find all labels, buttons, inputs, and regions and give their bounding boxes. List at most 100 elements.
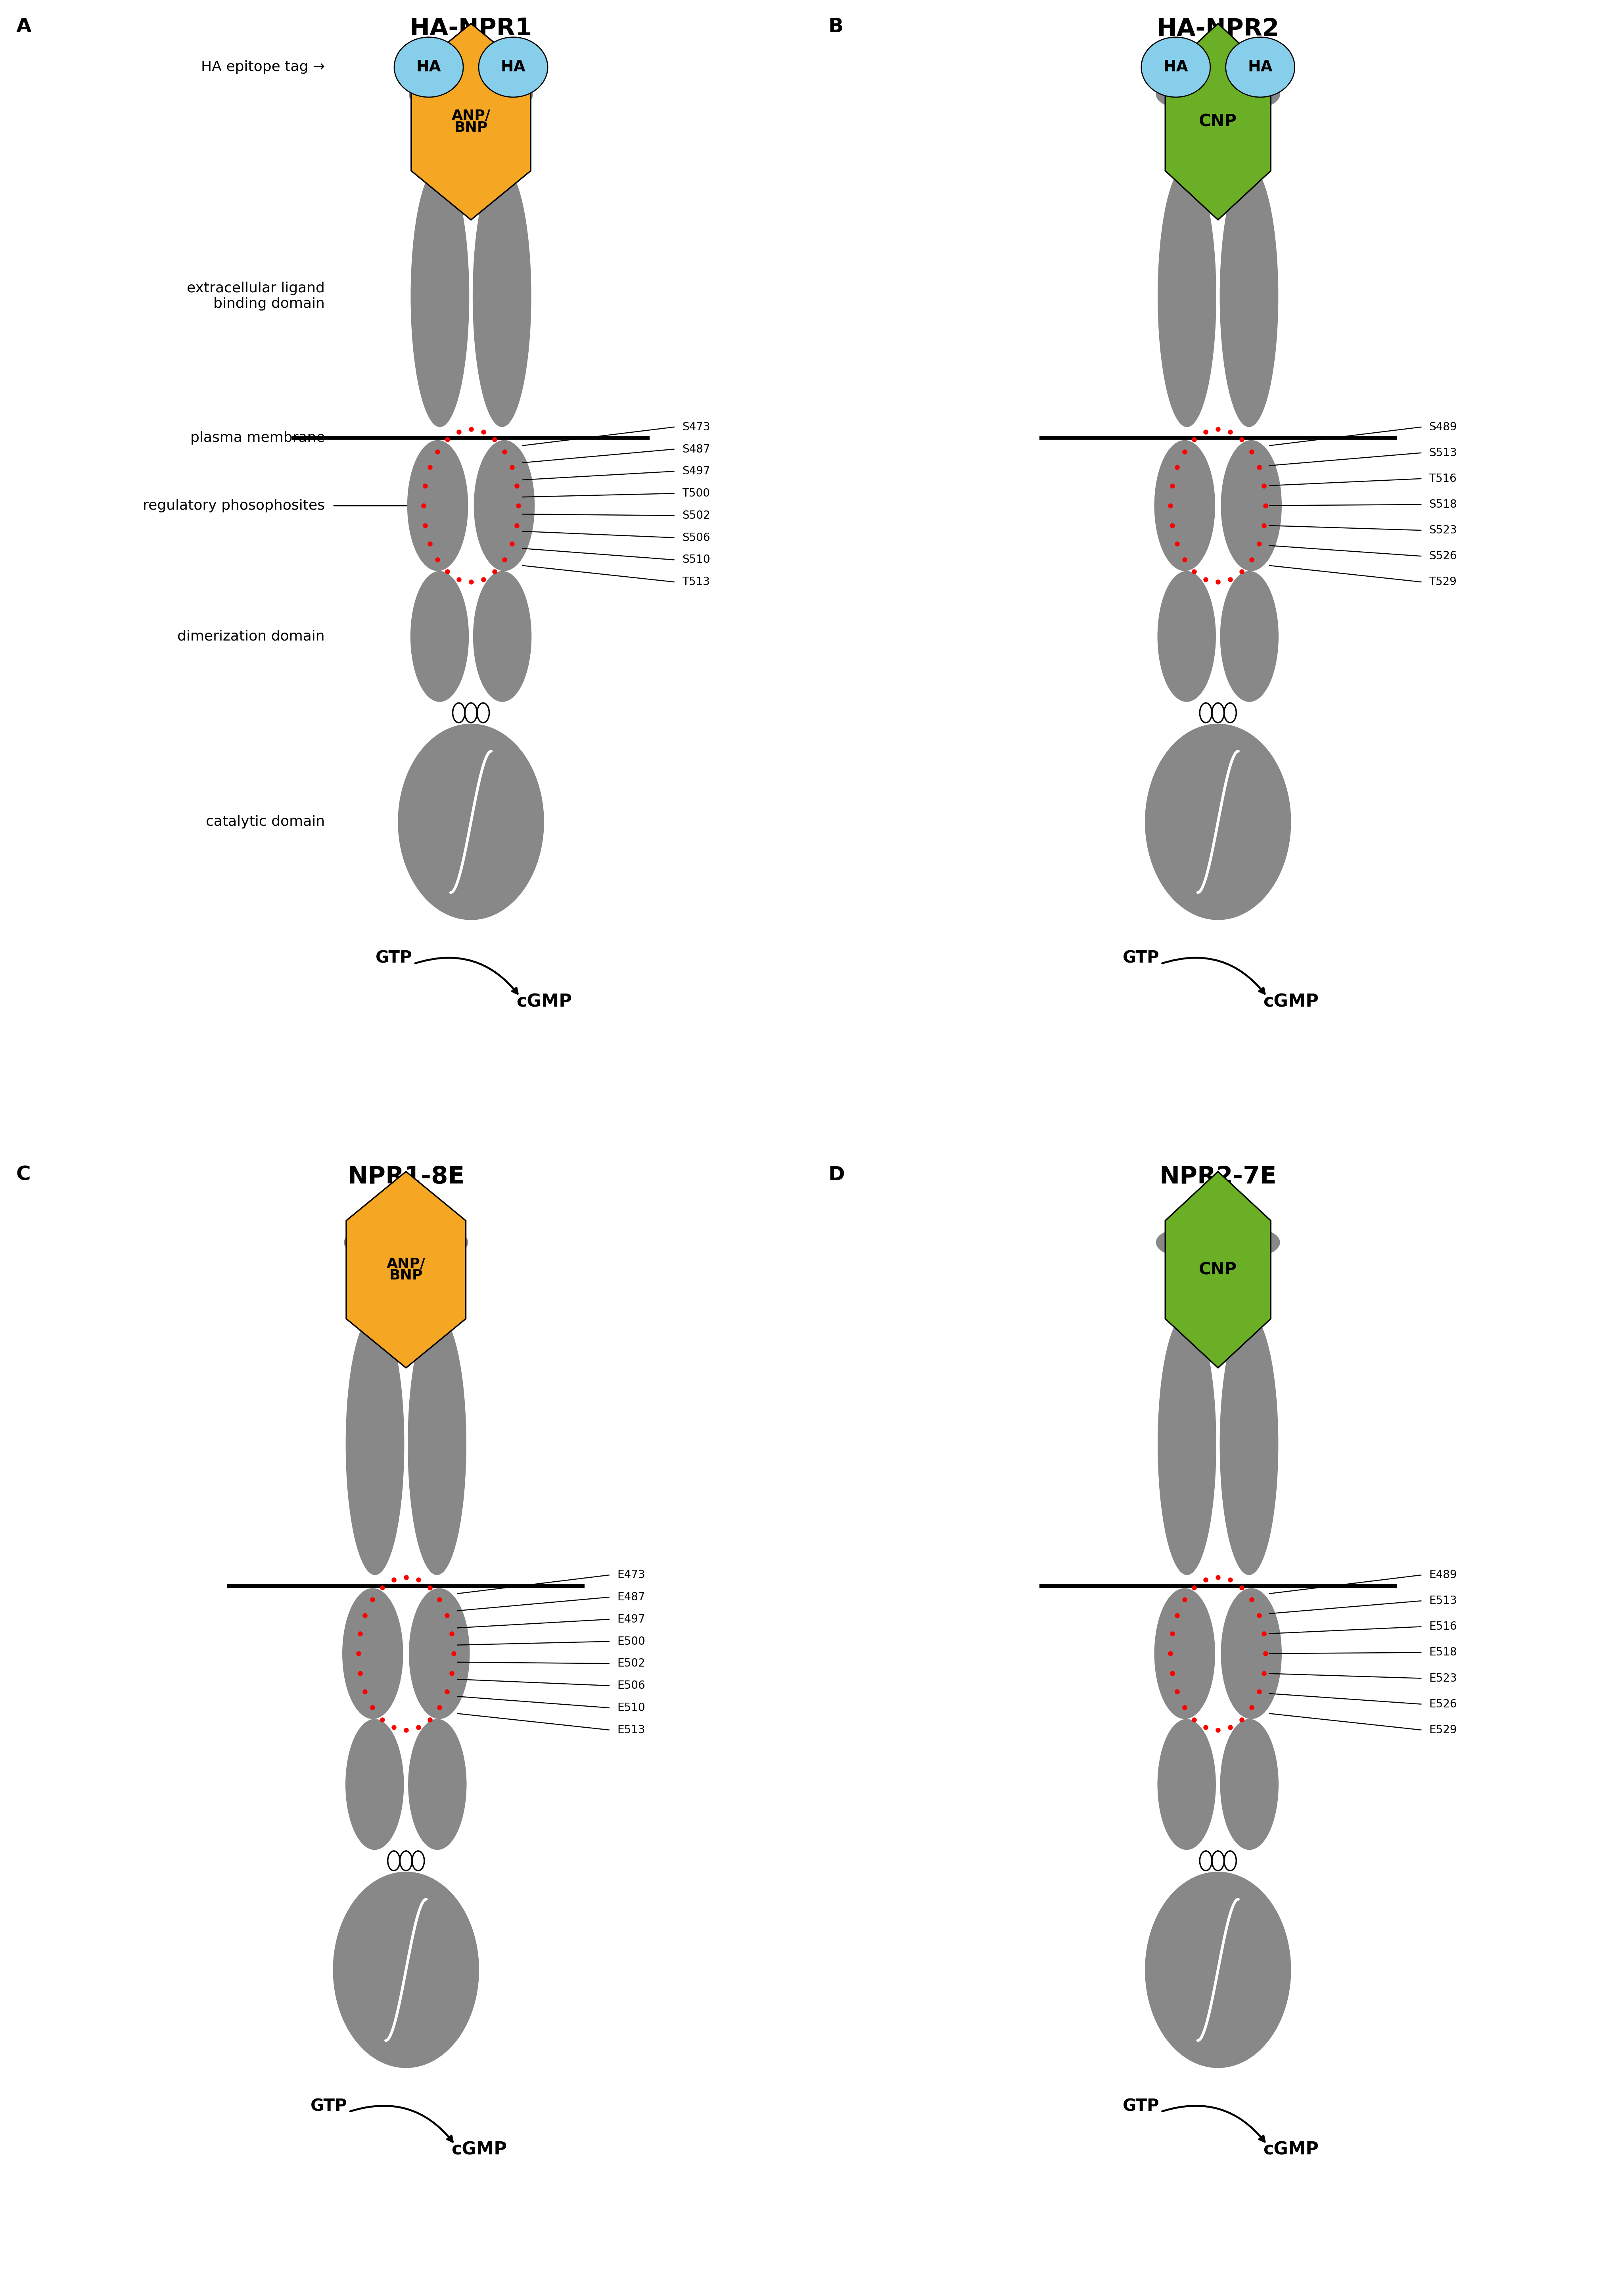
- Text: E473: E473: [617, 1570, 645, 1580]
- Text: E516: E516: [1429, 1621, 1457, 1632]
- Text: S523: S523: [1429, 526, 1457, 535]
- Ellipse shape: [1156, 1228, 1205, 1256]
- Ellipse shape: [408, 1313, 466, 1575]
- Ellipse shape: [473, 572, 531, 703]
- Text: E489: E489: [1429, 1570, 1457, 1580]
- Text: S473: S473: [682, 422, 710, 432]
- Ellipse shape: [1221, 1589, 1281, 1720]
- Ellipse shape: [1220, 165, 1278, 427]
- Text: cGMP: cGMP: [1263, 2142, 1319, 2158]
- Text: E518: E518: [1429, 1646, 1457, 1658]
- Text: NPR1-8E: NPR1-8E: [348, 1166, 464, 1189]
- Text: T529: T529: [1429, 576, 1457, 588]
- Text: D: D: [828, 1166, 844, 1185]
- Text: S526: S526: [1429, 551, 1457, 563]
- Text: S502: S502: [682, 510, 710, 521]
- Ellipse shape: [1155, 441, 1215, 572]
- Ellipse shape: [1145, 723, 1291, 921]
- Text: S513: S513: [1429, 448, 1457, 459]
- Text: ANP/
BNP: ANP/ BNP: [387, 1256, 425, 1283]
- Ellipse shape: [1142, 37, 1210, 96]
- Text: CNP: CNP: [1199, 1261, 1237, 1279]
- Ellipse shape: [484, 80, 533, 108]
- Text: E523: E523: [1429, 1674, 1457, 1683]
- Text: S518: S518: [1429, 498, 1457, 510]
- Text: T500: T500: [682, 487, 710, 498]
- Text: HA: HA: [500, 60, 526, 76]
- Ellipse shape: [474, 441, 534, 572]
- Ellipse shape: [1158, 572, 1216, 703]
- Text: CNP: CNP: [1199, 113, 1237, 131]
- Text: B: B: [828, 16, 843, 37]
- Polygon shape: [1166, 23, 1270, 220]
- Text: HA epitope tag →: HA epitope tag →: [201, 60, 325, 73]
- Text: regulatory phosophosites: regulatory phosophosites: [143, 498, 325, 512]
- Text: E506: E506: [617, 1681, 645, 1692]
- Polygon shape: [411, 23, 531, 220]
- Text: E526: E526: [1429, 1699, 1457, 1711]
- Text: ANP/
BNP: ANP/ BNP: [451, 108, 490, 135]
- Ellipse shape: [409, 1589, 469, 1720]
- Ellipse shape: [1221, 441, 1281, 572]
- Ellipse shape: [409, 80, 458, 108]
- Ellipse shape: [398, 723, 544, 921]
- Ellipse shape: [1226, 37, 1294, 96]
- Text: GTP: GTP: [1122, 2099, 1160, 2115]
- Ellipse shape: [1155, 1589, 1215, 1720]
- Text: plasma membrane: plasma membrane: [190, 432, 325, 445]
- Text: E513: E513: [617, 1724, 645, 1736]
- Text: cGMP: cGMP: [451, 2142, 507, 2158]
- Text: E500: E500: [617, 1635, 645, 1646]
- Ellipse shape: [408, 441, 468, 572]
- Text: S489: S489: [1429, 422, 1457, 432]
- Ellipse shape: [1158, 165, 1216, 427]
- Ellipse shape: [479, 37, 547, 96]
- Ellipse shape: [419, 1228, 468, 1256]
- Ellipse shape: [408, 1720, 466, 1851]
- Ellipse shape: [333, 1871, 479, 2069]
- Text: T516: T516: [1429, 473, 1457, 484]
- Text: GTP: GTP: [1122, 951, 1160, 967]
- Text: E510: E510: [617, 1701, 645, 1713]
- Text: E513: E513: [1429, 1596, 1457, 1607]
- Text: T513: T513: [682, 576, 710, 588]
- Ellipse shape: [1231, 1228, 1280, 1256]
- Text: cGMP: cGMP: [1263, 994, 1319, 1010]
- Text: E497: E497: [617, 1614, 645, 1626]
- Ellipse shape: [395, 37, 463, 96]
- Text: E529: E529: [1429, 1724, 1457, 1736]
- Text: GTP: GTP: [375, 951, 412, 967]
- Text: HA-NPR1: HA-NPR1: [409, 16, 533, 41]
- Text: HA: HA: [416, 60, 442, 76]
- Text: HA: HA: [1247, 60, 1273, 76]
- Ellipse shape: [346, 1313, 404, 1575]
- Text: dimerization domain: dimerization domain: [177, 629, 325, 643]
- Text: C: C: [16, 1166, 31, 1185]
- Ellipse shape: [1231, 80, 1280, 108]
- Text: A: A: [16, 16, 31, 37]
- Ellipse shape: [1220, 572, 1278, 703]
- Ellipse shape: [473, 165, 531, 427]
- Ellipse shape: [1145, 1871, 1291, 2069]
- Text: HA: HA: [1163, 60, 1189, 76]
- Text: S487: S487: [682, 443, 710, 455]
- Ellipse shape: [1220, 1720, 1278, 1851]
- Ellipse shape: [344, 1228, 393, 1256]
- Text: GTP: GTP: [310, 2099, 348, 2115]
- Ellipse shape: [1158, 1720, 1216, 1851]
- Ellipse shape: [343, 1589, 403, 1720]
- Ellipse shape: [411, 572, 469, 703]
- Ellipse shape: [1156, 80, 1205, 108]
- Polygon shape: [346, 1171, 466, 1368]
- Text: E502: E502: [617, 1658, 645, 1669]
- Text: S497: S497: [682, 466, 710, 478]
- Text: NPR2-7E: NPR2-7E: [1160, 1166, 1276, 1189]
- Ellipse shape: [411, 165, 469, 427]
- Text: extracellular ligand
binding domain: extracellular ligand binding domain: [187, 282, 325, 310]
- Text: S510: S510: [682, 553, 710, 565]
- Text: HA-NPR2: HA-NPR2: [1156, 16, 1280, 41]
- Text: S506: S506: [682, 533, 710, 544]
- Ellipse shape: [1158, 1313, 1216, 1575]
- Text: E487: E487: [617, 1591, 645, 1603]
- Ellipse shape: [1220, 1313, 1278, 1575]
